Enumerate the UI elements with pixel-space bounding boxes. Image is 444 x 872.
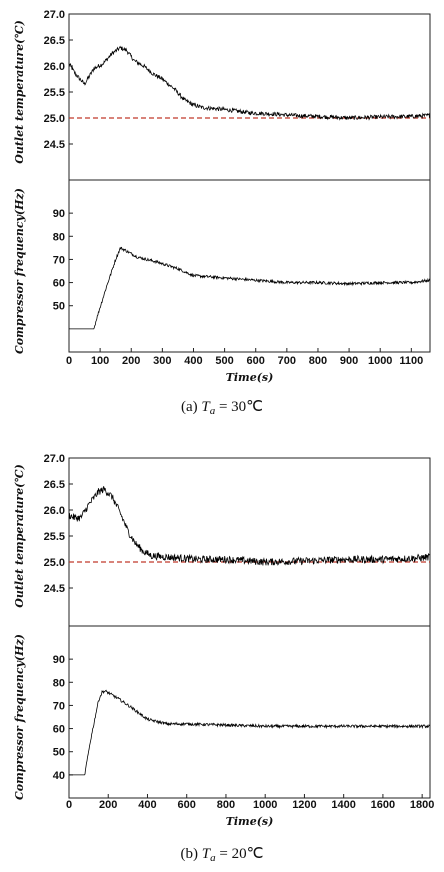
x-tick-label: 1200 (292, 799, 316, 811)
y-tick-label: 40 (53, 770, 65, 782)
x-tick-label: 1800 (410, 799, 434, 811)
x-tick-label: 500 (215, 355, 233, 367)
caption-var: T (201, 399, 211, 415)
x-tick-label: 800 (217, 799, 235, 811)
figure-caption: (b) Ta = 20℃ (181, 846, 264, 864)
y-tick-label: 25.5 (44, 87, 65, 99)
caption-sub: a (210, 405, 216, 417)
panel-compressor-frequency: 90 80 70 60 50 40 Compressor frequency(Hz) (13, 634, 431, 800)
x-tick-label: 600 (178, 799, 196, 811)
x-axis-label: Time(s) (226, 815, 274, 828)
x-tick-label: 400 (138, 799, 156, 811)
chart-b: 27.0 26.5 26.0 25.5 25.0 24.5 Outlet temperatu… (13, 453, 434, 864)
x-tick-label: 1000 (368, 355, 392, 367)
y-tick-label: 26.5 (44, 479, 65, 491)
figure-caption: (a) Ta = 30℃ (181, 399, 263, 417)
y-tick-label: 60 (53, 278, 65, 290)
x-axis-label: Time(s) (226, 371, 274, 384)
plot-frame (68, 13, 431, 353)
panel-outlet-temperature: 27.0 26.5 26.0 25.5 25.0 24.5 Outlet temperatu… (13, 9, 430, 164)
series-line (68, 486, 431, 566)
chart-a: 27.0 26.5 26.0 25.5 25.0 24.5 Outlet temperatu… (13, 9, 431, 417)
x-tick-label: 200 (122, 355, 140, 367)
x-tick-label: 200 (99, 799, 117, 811)
plot-frame (68, 457, 431, 799)
y-tick-label: 25.5 (44, 531, 65, 543)
y-axis-label: Outlet temperature(℃) (13, 464, 26, 608)
y-tick-label: 80 (53, 231, 65, 243)
panel-compressor-frequency: 90 80 70 60 50 Compressor frequency(Hz) (13, 188, 431, 354)
y-tick-label: 27.0 (44, 9, 65, 21)
x-tick-label: 1600 (371, 799, 395, 811)
x-tick-label: 400 (184, 355, 202, 367)
x-tick-label: 700 (278, 355, 296, 367)
y-tick-label: 26.5 (44, 35, 65, 47)
y-tick-label: 27.0 (44, 453, 65, 465)
caption-rest: = 20℃ (216, 846, 264, 862)
panel-outlet-temperature: 27.0 26.5 26.0 25.5 25.0 24.5 Outlet temperatu… (13, 453, 431, 608)
series-line (69, 246, 431, 330)
x-tick-label: 1100 (399, 355, 423, 367)
x-tick-label: 300 (153, 355, 171, 367)
series-line (69, 689, 431, 776)
caption-label: (b) (181, 846, 202, 862)
x-tick-label: 800 (309, 355, 327, 367)
y-tick-label: 50 (53, 747, 65, 759)
x-tick-label: 100 (91, 355, 109, 367)
y-tick-label: 80 (53, 677, 65, 689)
y-axis-label: Compressor frequency(Hz) (13, 188, 26, 354)
y-axis-label: Outlet temperature(℃) (13, 20, 26, 164)
x-tick-label: 1000 (253, 799, 277, 811)
y-axis-label: Compressor frequency(Hz) (13, 634, 26, 800)
y-tick-label: 70 (53, 254, 65, 266)
series-line (68, 45, 430, 121)
x-tick-label: 0 (66, 799, 72, 811)
y-tick-label: 26.0 (44, 61, 65, 73)
y-tick-label: 70 (53, 700, 65, 712)
y-tick-label: 60 (53, 724, 65, 736)
y-tick-label: 24.5 (44, 583, 65, 595)
y-tick-label: 90 (53, 654, 65, 666)
y-tick-label: 25.0 (44, 557, 65, 569)
x-tick-label: 600 (247, 355, 265, 367)
y-tick-label: 25.0 (44, 113, 65, 125)
y-tick-label: 90 (53, 208, 65, 220)
caption-var: T (202, 846, 212, 862)
x-tick-label: 900 (340, 355, 358, 367)
caption-sub: a (210, 852, 216, 864)
y-tick-label: 24.5 (44, 139, 65, 151)
caption-label: (a) (181, 399, 201, 415)
y-tick-label: 26.0 (44, 505, 65, 517)
y-tick-label: 50 (53, 301, 65, 313)
x-tick-label: 1400 (331, 799, 355, 811)
caption-rest: = 30℃ (215, 399, 263, 415)
x-tick-label: 0 (66, 355, 72, 367)
